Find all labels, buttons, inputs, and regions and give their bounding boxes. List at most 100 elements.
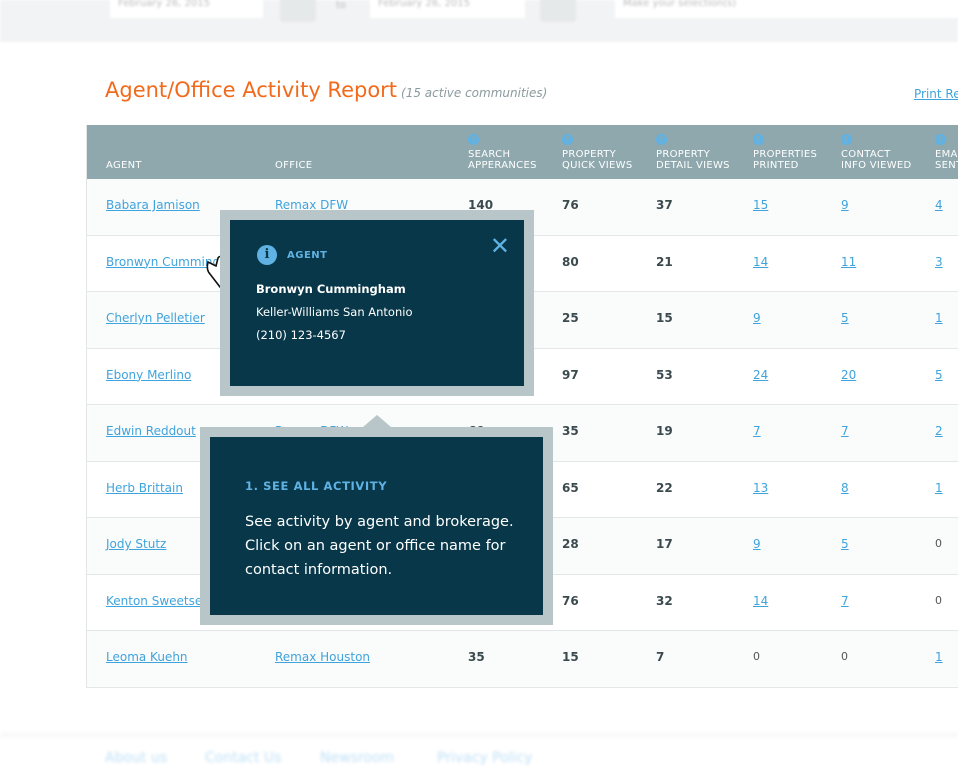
search-value: 140 (468, 198, 494, 212)
print-report-link[interactable]: Print Report (914, 87, 958, 101)
help-icon[interactable]: ? (468, 134, 479, 145)
header-agent: AGENT (106, 160, 142, 171)
header-line: DETAIL VIEWS (656, 160, 730, 171)
header-office: OFFICE (275, 160, 313, 171)
header-detail: ? PROPERTY DETAIL VIEWS (656, 134, 730, 171)
printed-value[interactable]: 24 (753, 367, 769, 382)
to-label: to (336, 0, 347, 11)
detail-value: 22 (656, 480, 673, 495)
quick-value: 25 (562, 311, 579, 325)
header-line: PROPERTY (562, 149, 617, 160)
info-icon: i (257, 245, 277, 265)
agent-link[interactable]: Babara Jamison (106, 198, 200, 212)
end-date-input[interactable]: February 26, 2015 (370, 0, 525, 18)
detail-value: 21 (656, 254, 673, 269)
office-link[interactable]: Remax DFW (275, 198, 349, 212)
header-email: ? EMAILSSENT (935, 134, 958, 171)
printed-value[interactable]: 9 (753, 537, 761, 551)
contact-value[interactable]: 5 (841, 537, 849, 551)
contact-value[interactable]: 7 (841, 424, 849, 438)
header-line: SEARCH (468, 149, 511, 160)
agent-link[interactable]: Ebony Merlino (106, 367, 192, 382)
header-line: EMAILS (935, 149, 958, 160)
quick-value: 80 (562, 254, 579, 269)
footer-link-about[interactable]: About us (105, 750, 168, 766)
quick-value: 15 (562, 650, 579, 664)
email-value: 0 (935, 593, 942, 607)
email-value: 0 (935, 537, 942, 550)
office-link[interactable]: Remax Houston (275, 650, 371, 664)
help-icon[interactable]: ? (562, 134, 573, 145)
quick-value: 76 (562, 198, 579, 212)
help-icon[interactable]: ? (841, 134, 852, 145)
contact-value[interactable]: 5 (841, 311, 849, 325)
contact-value: 0 (841, 650, 848, 663)
printed-value[interactable]: 9 (753, 311, 761, 325)
end-calendar-button[interactable] (540, 0, 576, 22)
agent-link[interactable]: Edwin Reddout (106, 424, 196, 438)
help-icon[interactable]: ? (935, 134, 946, 145)
email-value[interactable]: 1 (935, 311, 943, 325)
title-text: Agent/Office Activity Report (105, 78, 398, 102)
subtitle: (15 active communities) (401, 86, 548, 100)
detail-value: 53 (656, 367, 673, 382)
footer-link-privacy[interactable]: Privacy Policy (437, 750, 533, 766)
email-value[interactable]: 4 (935, 198, 943, 212)
agent-link[interactable]: Jody Stutz (106, 537, 167, 551)
detail-value: 15 (656, 311, 673, 325)
header-quick: ? PROPERTY QUICK VIEWS (562, 134, 633, 171)
printed-value: 0 (753, 650, 760, 663)
header-line: INFO VIEWED (841, 160, 912, 171)
help-tooltip: 1. SEE ALL ACTIVITY See activity by agen… (200, 415, 553, 625)
printed-value[interactable]: 7 (753, 424, 761, 438)
header-line: APPERANCES (468, 160, 537, 171)
contact-value[interactable]: 11 (841, 254, 857, 269)
contact-value[interactable]: 8 (841, 480, 849, 495)
tooltip-arrow (363, 415, 391, 427)
table-row: Kenton Sweetser 76 32 14 7 0 (87, 575, 958, 631)
agent-phone: (210) 123-4567 (256, 328, 346, 342)
selection-input[interactable]: Make your selection(s) (615, 0, 958, 18)
header-line: QUICK VIEWS (562, 160, 633, 171)
detail-value: 7 (656, 650, 665, 664)
search-value: 35 (468, 650, 485, 664)
quick-value: 97 (562, 367, 579, 382)
footer-link-newsroom[interactable]: Newsroom (320, 750, 395, 766)
printed-value[interactable]: 14 (753, 254, 769, 269)
agent-link[interactable]: Kenton Sweetser (106, 593, 208, 608)
header-line: PRINTED (753, 160, 799, 171)
help-icon[interactable]: ? (753, 134, 764, 145)
detail-value: 17 (656, 537, 673, 551)
quick-value: 76 (562, 593, 579, 608)
header-line: PROPERTIES (753, 149, 818, 160)
contact-value[interactable]: 7 (841, 593, 849, 608)
agent-link[interactable]: Herb Brittain (106, 480, 183, 495)
agent-link[interactable]: Leoma Kuehn (106, 650, 188, 664)
quick-value: 28 (562, 537, 579, 551)
printed-value[interactable]: 14 (753, 593, 769, 608)
email-value[interactable]: 1 (935, 650, 943, 664)
agent-link[interactable]: Cherlyn Pelletier (106, 311, 205, 325)
filter-bar: February 26, 2015 to February 26, 2015 M… (0, 0, 958, 42)
contact-value[interactable]: 9 (841, 198, 849, 212)
email-value[interactable]: 2 (935, 424, 943, 438)
header-line: CONTACT (841, 149, 891, 160)
email-value[interactable]: 5 (935, 367, 943, 382)
email-value[interactable]: 3 (935, 254, 943, 269)
printed-value[interactable]: 15 (753, 198, 769, 212)
start-date-input[interactable]: February 26, 2015 (110, 0, 263, 18)
quick-value: 65 (562, 480, 579, 495)
header-line: PROPERTY (656, 149, 711, 160)
detail-value: 32 (656, 593, 673, 608)
help-icon[interactable]: ? (656, 134, 667, 145)
agent-office: Keller-Williams San Antonio (256, 305, 413, 319)
printed-value[interactable]: 13 (753, 480, 769, 495)
agent-name: Bronwyn Cummingham (256, 282, 406, 296)
start-calendar-button[interactable] (280, 0, 316, 22)
contact-value[interactable]: 20 (841, 367, 857, 382)
footer-link-contact[interactable]: Contact Us (205, 750, 282, 766)
detail-value: 37 (656, 198, 673, 212)
popup-label: AGENT (287, 250, 328, 261)
close-icon[interactable]: ✕ (489, 232, 510, 260)
email-value[interactable]: 1 (935, 480, 943, 495)
